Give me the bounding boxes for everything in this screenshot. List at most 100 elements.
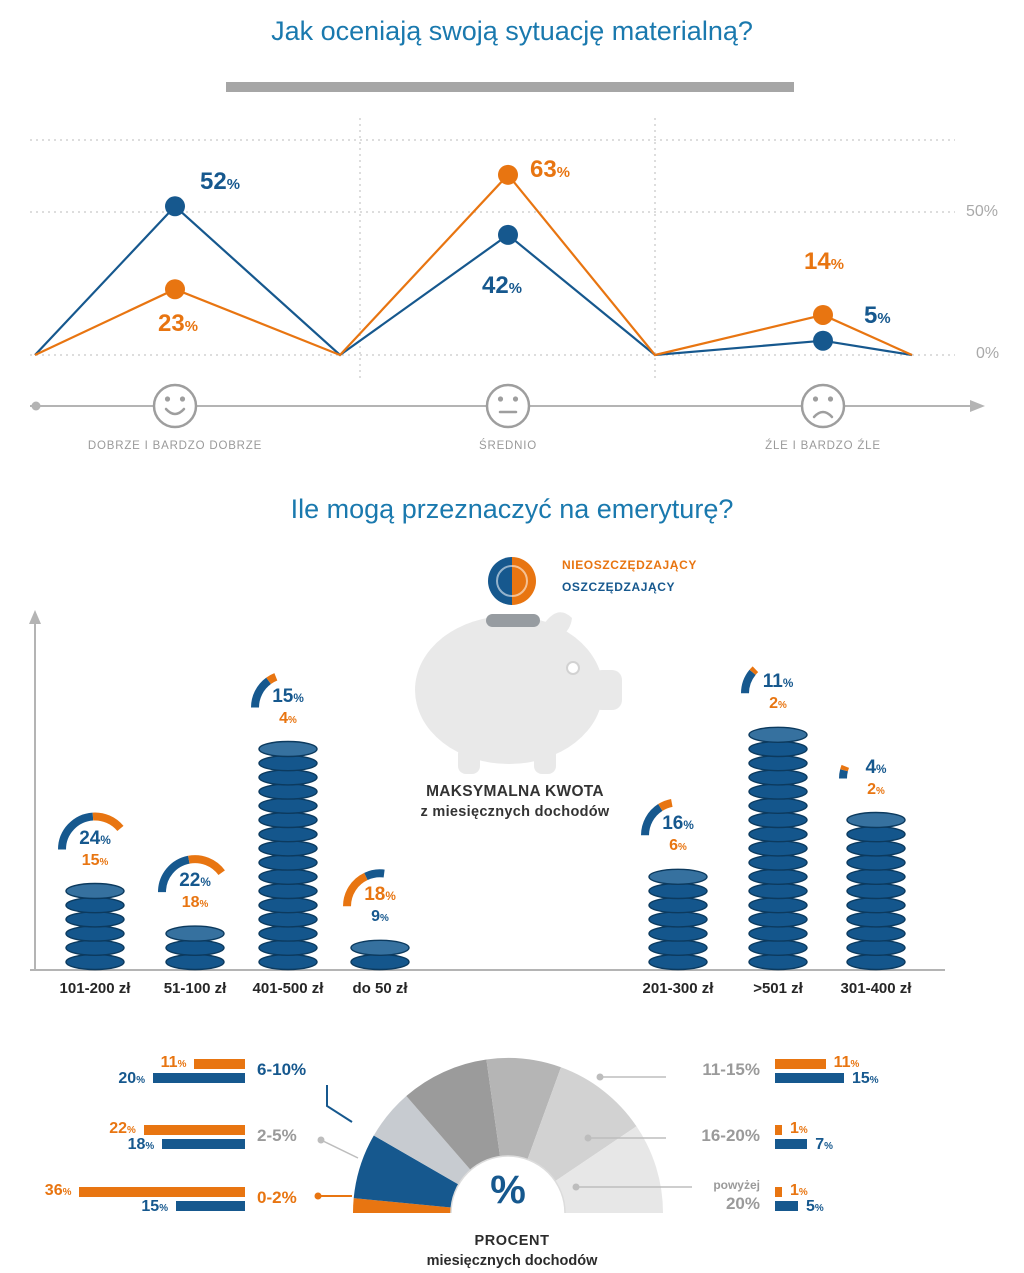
happy-face-icon bbox=[152, 383, 198, 429]
share-arc-orange bbox=[92, 812, 124, 832]
stack-value-orange: 2% bbox=[769, 695, 787, 713]
bar-segment bbox=[775, 1187, 782, 1197]
row-value-savers: 15% bbox=[141, 1198, 168, 1215]
share-arc-orange bbox=[749, 666, 759, 675]
bar-segment bbox=[79, 1187, 245, 1197]
row-category-label: 20% bbox=[725, 1194, 760, 1213]
stack-value-orange: 18% bbox=[181, 894, 209, 912]
stack-value-orange: 4% bbox=[279, 709, 297, 727]
bar-segment bbox=[775, 1073, 844, 1083]
value-label-nonsavers: 14% bbox=[804, 248, 844, 275]
coin-stack bbox=[641, 798, 708, 971]
stack-category-label: 401-500 zł bbox=[252, 980, 324, 997]
stack-value-orange: 18% bbox=[364, 884, 396, 906]
share-arc-orange bbox=[840, 764, 850, 772]
bar-segment bbox=[775, 1125, 782, 1135]
bar-segment bbox=[143, 1125, 245, 1135]
savings-coin-icon bbox=[488, 557, 536, 605]
stack-value-orange: 15% bbox=[81, 851, 109, 869]
title-underline-bar bbox=[226, 82, 794, 92]
row-category-label: 0-2% bbox=[257, 1188, 297, 1207]
axis-category-label: DOBRZE I BARDZO DOBRZE bbox=[87, 440, 263, 452]
row-category-label: 11-15% bbox=[702, 1060, 760, 1079]
stack-value-blue: 11% bbox=[762, 671, 794, 693]
row-category-label: 6-10% bbox=[257, 1060, 307, 1079]
row-category-label: 2-5% bbox=[257, 1126, 297, 1145]
share-arc-orange bbox=[658, 798, 673, 811]
share-arc-blue bbox=[641, 804, 663, 836]
coin-stack bbox=[158, 855, 225, 971]
coin-stack bbox=[251, 673, 318, 971]
fan-center-label: % bbox=[490, 1168, 526, 1212]
row-value-nonsavers: 1% bbox=[790, 1120, 808, 1137]
point-savers bbox=[813, 330, 833, 351]
row-value-savers: 18% bbox=[127, 1136, 155, 1153]
value-label-nonsavers: 63% bbox=[530, 156, 570, 183]
share-arc-orange bbox=[343, 872, 368, 907]
share-arc-blue bbox=[158, 855, 190, 893]
y-axis-arrow bbox=[29, 610, 41, 624]
point-savers bbox=[165, 196, 185, 217]
row-value-nonsavers: 1% bbox=[790, 1182, 808, 1199]
stack-value-blue: 22% bbox=[179, 870, 211, 892]
stack-category-label: do 50 zł bbox=[352, 980, 408, 997]
coin-stack bbox=[58, 812, 125, 971]
stack-value-blue: 4% bbox=[865, 756, 887, 778]
piggy-bank-icon bbox=[415, 612, 622, 774]
callout-6-10 bbox=[326, 1085, 353, 1123]
y-axis-label-0: 0% bbox=[976, 345, 1000, 362]
stack-category-label: 301-400 zł bbox=[840, 980, 912, 997]
section1-title: Jak oceniają swoją sytuację materialną? bbox=[271, 16, 753, 46]
bar-segment bbox=[775, 1059, 826, 1069]
stack-value-blue: 15% bbox=[272, 685, 304, 707]
legend-savers-label: OSZCZĘDZAJĄCY bbox=[562, 580, 676, 594]
caption-monthly-income: miesięcznych dochodów bbox=[426, 1253, 598, 1269]
share-arc-orange bbox=[188, 855, 225, 876]
coin-stack bbox=[343, 869, 410, 971]
row-value-nonsavers: 11% bbox=[833, 1054, 860, 1071]
point-nonsavers bbox=[813, 304, 833, 325]
row-value-nonsavers: 22% bbox=[109, 1120, 136, 1137]
value-label-savers: 42% bbox=[482, 272, 522, 299]
callout-2-5 bbox=[320, 1139, 359, 1159]
x-axis-arrow bbox=[970, 400, 985, 412]
coin-stacks-chart bbox=[29, 610, 945, 971]
share-arc-blue bbox=[741, 669, 756, 694]
value-label-nonsavers: 23% bbox=[158, 310, 198, 337]
y-axis-label-50: 50% bbox=[966, 203, 999, 220]
stack-value-blue: 16% bbox=[662, 813, 694, 835]
share-arc-blue bbox=[58, 812, 94, 850]
stack-category-label: >501 zł bbox=[753, 980, 803, 997]
stack-category-label: 101-200 zł bbox=[59, 980, 131, 997]
piggy-eye bbox=[566, 661, 580, 675]
note-max-amount: MAKSYMALNA KWOTA bbox=[426, 783, 604, 800]
row-value-savers: 7% bbox=[815, 1136, 833, 1153]
neutral-face-icon bbox=[485, 383, 531, 429]
share-arc-orange bbox=[266, 673, 278, 685]
coin-stack bbox=[839, 764, 906, 971]
stack-category-label: 201-300 zł bbox=[642, 980, 714, 997]
row-value-nonsavers: 11% bbox=[160, 1054, 187, 1071]
material-situation-line-chart bbox=[30, 118, 985, 429]
share-arc-blue bbox=[839, 769, 848, 779]
stack-value-blue: 9% bbox=[371, 908, 389, 926]
stack-value-orange: 6% bbox=[669, 837, 687, 855]
share-arc-blue bbox=[364, 869, 385, 881]
row-value-nonsavers: 36% bbox=[44, 1182, 72, 1199]
legend-nonsavers-label: NIEOSZCZĘDZAJĄCY bbox=[562, 558, 697, 572]
section2-title: Ile mogą przeznaczyć na emeryturę? bbox=[290, 494, 734, 524]
note-monthly-income: z miesięcznych dochodów bbox=[420, 804, 610, 820]
value-label-savers: 5% bbox=[864, 302, 891, 329]
point-nonsavers bbox=[498, 164, 518, 185]
point-nonsavers bbox=[165, 279, 185, 300]
caption-procent: PROCENT bbox=[474, 1233, 550, 1249]
sad-face-icon bbox=[800, 383, 846, 429]
bar-segment bbox=[162, 1139, 245, 1149]
value-label-savers: 52% bbox=[200, 168, 240, 195]
row-category-label: powyżej bbox=[713, 1178, 760, 1192]
bar-segment bbox=[176, 1201, 245, 1211]
row-value-savers: 20% bbox=[118, 1070, 145, 1087]
row-value-savers: 15% bbox=[852, 1070, 879, 1087]
row-category-label: 16-20% bbox=[701, 1126, 760, 1145]
bar-segment bbox=[153, 1073, 245, 1083]
